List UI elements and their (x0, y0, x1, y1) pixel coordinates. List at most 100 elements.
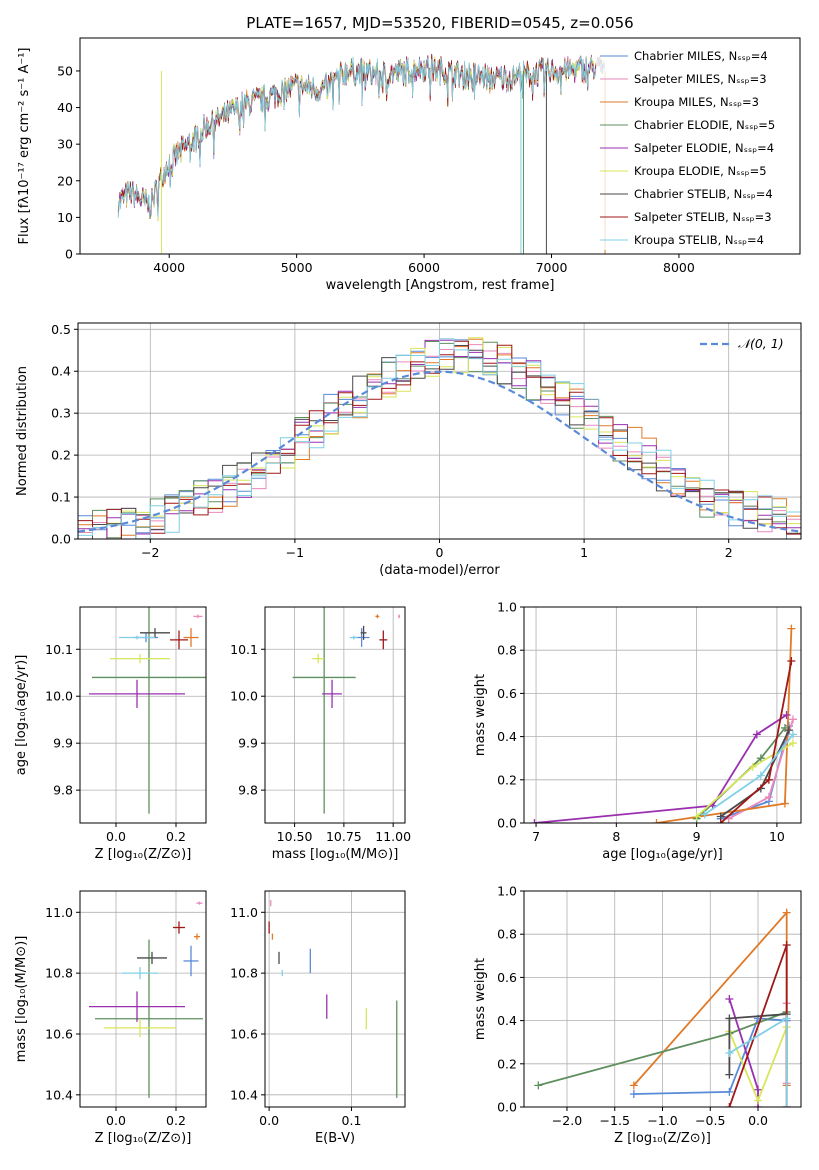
axes-frame (264, 890, 406, 1108)
weight-line (633, 1017, 787, 1095)
y-axis-label: Normed distribution (15, 366, 30, 496)
x-tick-label: 0.2 (166, 829, 186, 844)
y-tick-label: 0.6 (497, 686, 517, 701)
x-tick-label: 1 (580, 545, 588, 560)
data-point (110, 653, 170, 664)
x-tick-label: 0 (436, 545, 444, 560)
legend-entry: 𝒩(0, 1) (738, 336, 784, 351)
x-axis-label: (data-model)/error (379, 563, 500, 578)
weight-marker (652, 819, 661, 823)
weight-marker (756, 771, 765, 780)
y-tick-label: 0.4 (51, 364, 71, 379)
data-point (140, 628, 170, 638)
weight-marker (754, 1085, 763, 1094)
y-tick-label: 0.4 (497, 729, 517, 744)
y-tick-label: 1.0 (497, 884, 517, 899)
plot-area (265, 607, 405, 823)
y-tick-label: 0.8 (497, 927, 517, 942)
y-tick-label: 10.8 (45, 966, 73, 981)
x-tick-label: 0.1 (342, 1113, 362, 1128)
x-axis-label: Z [log₁₀(Z/Z⊙)] (95, 1131, 192, 1146)
plot-area (117, 53, 606, 254)
weight-marker (629, 1081, 638, 1090)
legend-entry: Salpeter STELIB, Nₛₛₚ=3 (634, 210, 772, 224)
y-tick-label: 10.1 (45, 642, 73, 657)
weight-marker (780, 799, 789, 808)
y-tick-label: 9.9 (53, 736, 73, 751)
x-tick-label: 7000 (536, 260, 568, 275)
panel-mass-vs-EBV: 0.0 0.1 10.4 10.6 10.8 11.0 E(B-V) (230, 890, 406, 1146)
x-tick-label: 6000 (408, 260, 440, 275)
x-tick-label: −1.5 (600, 1113, 630, 1128)
data-point (312, 653, 325, 664)
x-tick-label: 4000 (153, 260, 185, 275)
weight-marker (725, 995, 734, 1003)
x-tick-label: 0.2 (166, 1113, 186, 1128)
y-tick-label: 0.3 (51, 406, 71, 421)
axes-frame (79, 606, 207, 824)
y-tick-label: 10.6 (230, 1026, 258, 1041)
y-axis-label: mass weight (473, 958, 488, 1040)
y-tick-label: 0.8 (497, 643, 517, 658)
x-tick-label: 10.75 (326, 829, 362, 844)
data-point (122, 967, 158, 980)
weight-line (720, 660, 793, 823)
weight-marker (782, 711, 791, 719)
weight-marker (788, 739, 797, 748)
legend-entry: Kroupa MILES, Nₛₛₚ=3 (634, 95, 759, 109)
weight-marker (752, 730, 761, 739)
panel-age-vs-mass: 10.50 10.75 11.00 9.8 9.9 10.0 10.1 mass [log₁₀… (230, 606, 411, 862)
x-tick-label: 10.50 (277, 829, 313, 844)
plot-area (265, 891, 405, 1107)
data-point (349, 635, 358, 640)
chart-title: PLATE=1657, MJD=53520, FIBERID=0545, z=0… (246, 14, 633, 32)
plot-area (80, 607, 206, 823)
weight-marker (716, 819, 725, 823)
legend-entry: Chabrier MILES, Nₛₛₚ=4 (634, 49, 768, 63)
weight-marker (784, 726, 793, 735)
plot-area (78, 323, 801, 539)
data-point (119, 635, 155, 640)
plot-area (80, 891, 206, 1107)
weight-marker (725, 1014, 734, 1023)
x-tick-label: 10 (769, 829, 785, 844)
weight-marker (530, 819, 539, 823)
y-tick-label: 0.4 (497, 1013, 517, 1028)
data-point (183, 628, 199, 647)
y-tick-label: 0.2 (497, 1056, 517, 1071)
data-point (89, 991, 185, 1022)
weight-marker (787, 624, 796, 633)
panel-massweight-vs-Z: −2.0 −1.5 −1.0 −0.5 0.0 0.0 0.2 0.4 0.6 0.8 1.0 Z [… (473, 884, 802, 1146)
x-axis-label: wavelength [Angstrom, rest frame] (326, 278, 555, 293)
x-axis-label: Z [log₁₀(Z/Z⊙)] (614, 1131, 711, 1146)
y-tick-label: 50 (57, 63, 73, 78)
weight-marker (788, 730, 797, 739)
weight-marker (782, 1103, 791, 1107)
panel-residuals: −2 −1 0 1 2 0.0 0.1 0.2 0.3 0.4 0.5 (data-model)/er… (15, 322, 802, 578)
x-tick-label: −1 (286, 545, 304, 560)
y-tick-label: 0.0 (497, 1100, 517, 1115)
axes-frame (79, 890, 207, 1108)
y-tick-label: 0.0 (497, 816, 517, 831)
x-tick-label: 0.0 (106, 1113, 126, 1128)
x-tick-label: 5000 (281, 260, 313, 275)
y-tick-label: 11.0 (45, 905, 73, 920)
y-tick-label: 11.0 (230, 905, 258, 920)
legend-entry: Salpeter MILES, Nₛₛₚ=3 (634, 72, 767, 86)
y-tick-label: 30 (57, 137, 73, 152)
x-tick-label: −0.5 (695, 1113, 725, 1128)
weight-marker (782, 941, 791, 949)
data-point (379, 630, 388, 650)
x-tick-label: 8000 (663, 260, 695, 275)
data-point (170, 630, 188, 650)
weight-marker (788, 715, 797, 724)
x-tick-label: −1.0 (647, 1113, 677, 1128)
data-point (137, 951, 167, 965)
data-point (194, 933, 200, 940)
x-axis-label: Z [log₁₀(Z/Z⊙)] (95, 847, 192, 862)
y-tick-label: 0.2 (51, 448, 71, 463)
y-tick-label: 10.4 (230, 1087, 258, 1102)
axes-frame (79, 37, 801, 255)
y-axis-label: mass [log₁₀(M/M⊙)] (14, 936, 29, 1063)
